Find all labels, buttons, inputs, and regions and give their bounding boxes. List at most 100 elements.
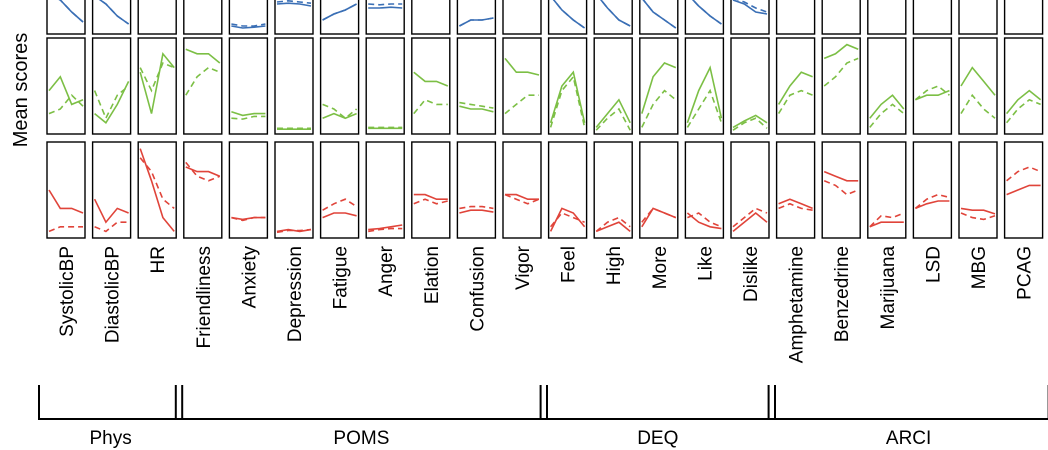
series-line-blue-depression-dashed — [276, 0, 312, 4]
group-label-phys: Phys — [89, 428, 131, 449]
series-line-green-mbg-solid — [960, 66, 996, 96]
series-line-blue-high-dashed — [600, 0, 631, 27]
panel-green-dislike — [730, 37, 770, 135]
series-line-blue-systolicbp-solid — [58, 0, 84, 23]
series-line-blue-dislike-dashed — [736, 0, 768, 13]
panel-green-vigor — [502, 37, 542, 135]
panel-blue-friendliness — [183, 0, 223, 35]
panel-green-anger — [365, 37, 405, 135]
panel-blue-amphetamine — [775, 0, 816, 35]
panel-red-dislike — [730, 141, 770, 239]
series-line-red-systolicbp-solid — [48, 189, 84, 214]
panel-blue-depression — [274, 0, 314, 35]
group-label-deq: DEQ — [637, 428, 678, 449]
series-line-red-high-dashed — [595, 216, 631, 233]
panel-red-systolicbp — [46, 141, 86, 239]
series-line-red-mbg-dashed — [960, 212, 996, 221]
measure-label-high: High — [604, 246, 625, 285]
series-line-red-fatigue-dashed — [322, 198, 358, 211]
panel-blue-anxiety — [228, 0, 269, 35]
panel-green-diastolicbp — [91, 37, 132, 135]
panel-red-anger — [365, 141, 405, 239]
series-line-red-amphetamine-dashed — [778, 202, 813, 211]
panel-blue-anger — [365, 0, 405, 35]
series-line-green-high-dashed — [595, 107, 631, 131]
series-line-red-mbg-solid — [960, 207, 996, 215]
series-line-red-like-solid — [686, 212, 722, 230]
panel-blue-mbg — [958, 0, 998, 35]
series-line-red-benzedrine-solid — [823, 170, 859, 182]
series-line-red-depression-solid — [276, 228, 312, 233]
series-line-green-confusion-solid — [459, 105, 494, 113]
panel-blue-pcag — [1003, 0, 1044, 35]
measure-label-diastolicbp: DiastolicBP — [103, 246, 124, 343]
panel-blue-marijuana — [867, 0, 907, 35]
panel-red-elation — [411, 141, 451, 239]
series-line-red-confusion-solid — [459, 209, 494, 214]
panel-green-like — [684, 37, 725, 135]
series-line-green-lsd-dashed — [914, 85, 950, 101]
panel-green-depression — [274, 37, 314, 135]
series-line-green-elation-dashed — [413, 98, 448, 115]
panel-blue-lsd — [912, 0, 953, 35]
series-line-blue-more-solid — [642, 0, 677, 29]
series-line-red-elation-dashed — [413, 198, 448, 205]
series-line-red-friendliness-solid — [185, 166, 221, 177]
series-line-green-hr-solid — [139, 51, 175, 114]
series-line-red-vigor-solid — [505, 193, 539, 200]
series-line-blue-more-dashed — [642, 0, 677, 29]
series-line-red-dislike-dashed — [732, 207, 768, 228]
panel-green-feel — [547, 37, 588, 135]
measure-label-marijuana: Marijuana — [878, 246, 899, 330]
series-line-blue-anxiety-dashed — [231, 23, 266, 27]
measure-label-depression: Depression — [285, 246, 306, 342]
panel-blue-dislike — [730, 0, 770, 35]
series-line-green-feel-dashed — [549, 75, 586, 128]
measure-label-feel: Feel — [559, 246, 580, 283]
panel-red-lsd — [912, 141, 953, 239]
group-label-poms: POMS — [333, 428, 389, 449]
series-line-red-lsd-solid — [915, 200, 950, 210]
panel-red-feel — [547, 141, 588, 239]
series-line-green-amphetamine-dashed — [777, 89, 813, 115]
series-line-red-feel-dashed — [549, 212, 585, 228]
series-line-red-diastolicbp-dashed — [94, 221, 129, 233]
measure-label-hr: HR — [148, 246, 169, 273]
measure-label-confusion: Confusion — [467, 246, 488, 332]
panel-red-fatigue — [319, 141, 360, 239]
series-line-red-like-dashed — [687, 212, 722, 228]
panel-green-systolicbp — [46, 37, 86, 135]
panel-green-anxiety — [228, 37, 269, 135]
series-line-green-confusion-dashed — [459, 101, 494, 109]
series-line-blue-fatigue-dashed — [322, 3, 357, 21]
panel-red-marijuana — [867, 141, 907, 239]
panel-red-friendliness — [183, 141, 223, 239]
series-line-green-fatigue-dashed — [322, 103, 358, 120]
series-line-red-more-dashed — [641, 207, 677, 223]
panel-blue-fatigue — [319, 0, 360, 35]
panel-blue-high — [593, 0, 633, 35]
panel-red-high — [593, 141, 633, 239]
panel-blue-elation — [411, 0, 451, 35]
measure-label-fatigue: Fatigue — [331, 246, 352, 309]
series-line-blue-anger-dashed — [368, 3, 403, 6]
series-line-blue-anger-solid — [368, 6, 403, 9]
group-bracket-phys — [38, 385, 184, 420]
panel-green-friendliness — [183, 37, 223, 135]
panel-green-benzedrine — [821, 37, 861, 135]
series-line-green-friendliness-dashed — [185, 66, 221, 96]
series-line-red-anxiety-dashed — [231, 216, 266, 222]
series-line-green-marijuana-dashed — [869, 103, 905, 128]
series-line-blue-diastolicbp-solid — [98, 0, 130, 25]
series-line-green-mbg-dashed — [960, 93, 996, 119]
panel-red-vigor — [502, 141, 542, 239]
series-line-green-friendliness-solid — [185, 48, 221, 64]
series-line-red-systolicbp-dashed — [48, 226, 83, 233]
panel-grid — [46, 0, 1044, 239]
panel-red-hr — [137, 141, 177, 239]
series-line-green-benzedrine-dashed — [823, 57, 859, 87]
series-line-green-systolicbp-solid — [48, 75, 84, 106]
panel-blue-hr — [137, 0, 177, 35]
series-line-red-friendliness-dashed — [185, 161, 221, 182]
panel-blue-confusion — [456, 0, 497, 35]
